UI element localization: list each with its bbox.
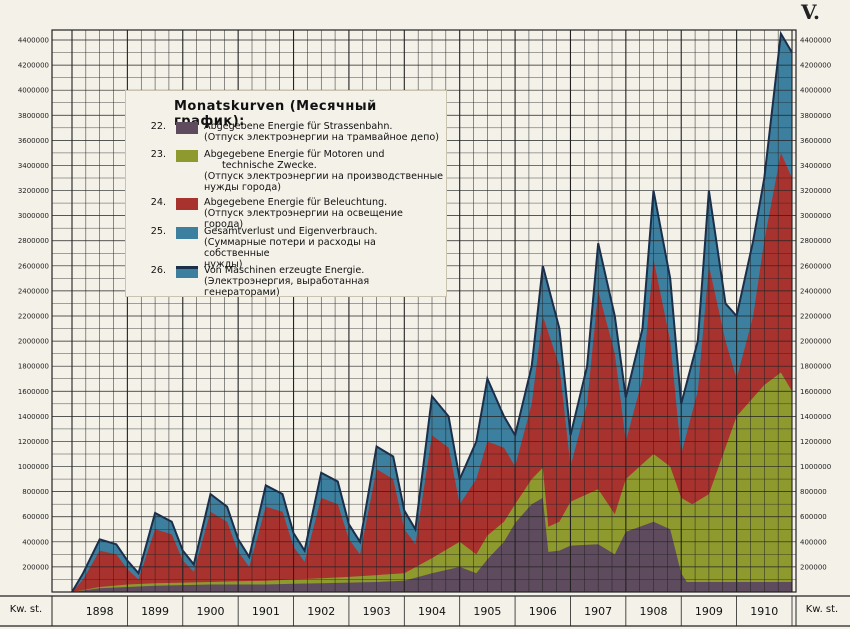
- left-y-axis: 200000 400000 600000 800000 1000000 1200000 14…: [18, 37, 49, 572]
- y-tick-label-left: 2400000: [18, 287, 49, 295]
- y-tick-label-right: 4400000: [800, 37, 831, 45]
- y-tick-label-left: 400000: [22, 538, 49, 546]
- x-tick-label: 1909: [695, 605, 723, 618]
- unit-label-left: Kw. st.: [10, 604, 43, 615]
- legend-number: 26.: [150, 265, 166, 276]
- x-tick-label: 1900: [196, 605, 224, 618]
- y-tick-label-right: 4200000: [800, 62, 831, 70]
- y-tick-label-left: 2800000: [18, 237, 49, 245]
- x-tick-label: 1899: [141, 605, 169, 618]
- right-y-axis: 200000 400000 600000 800000 1000000 1200000 14…: [800, 37, 831, 572]
- y-tick-label-left: 2600000: [18, 262, 49, 270]
- y-tick-label-left: 1200000: [18, 438, 49, 446]
- plot-frame: [51, 29, 797, 593]
- y-tick-label-right: 2200000: [800, 313, 831, 321]
- x-axis-years: 1898 1899 1900 1901 1902 1903 1904 1905 1906 1907…: [0, 595, 850, 627]
- y-tick-label-right: 2600000: [800, 262, 831, 270]
- y-tick-label-right: 1600000: [800, 388, 831, 396]
- legend-line: (Отпуск электроэнергии на производственн…: [204, 171, 444, 182]
- x-tick-label: 1902: [307, 605, 335, 618]
- y-tick-label-right: 2400000: [800, 287, 831, 295]
- legend-text: Abgegebene Energie für Beleuchtung. (Отп…: [204, 197, 444, 230]
- legend-line: technische Zwecke.: [222, 160, 317, 171]
- legend-text: Abgegebene Energie für Strassenbahn. (От…: [204, 121, 444, 143]
- line-maschinen: [71, 30, 793, 593]
- legend-box: Monatskurven (Месячный график): 22. Abge…: [125, 90, 447, 298]
- x-tick-label: 1910: [750, 605, 778, 618]
- legend-number: 25.: [150, 226, 166, 237]
- y-tick-label-right: 800000: [800, 488, 827, 496]
- legend-swatch: [176, 150, 198, 162]
- legend-text: Von Maschinen erzeugte Energie. (Электро…: [204, 265, 444, 298]
- legend-line: (Суммарные потери и расходы на собственн…: [204, 237, 376, 259]
- y-tick-label-right: 400000: [800, 538, 827, 546]
- x-tick-label: 1905: [473, 605, 501, 618]
- legend-line: нужды): [204, 259, 243, 270]
- x-tick-label: 1907: [584, 605, 612, 618]
- x-tick-label: 1903: [363, 605, 391, 618]
- y-tick-label-left: 1800000: [18, 363, 49, 371]
- legend-line: Von Maschinen erzeugte Energie.: [204, 265, 365, 276]
- y-tick-label-left: 1600000: [18, 388, 49, 396]
- legend-swatch: [176, 266, 198, 278]
- y-tick-label-left: 4400000: [18, 37, 49, 45]
- y-tick-label-left: 3400000: [18, 162, 49, 170]
- y-tick-label-left: 3200000: [18, 187, 49, 195]
- y-tick-label-right: 3200000: [800, 187, 831, 195]
- y-tick-label-left: 4200000: [18, 62, 49, 70]
- y-tick-label-left: 2200000: [18, 313, 49, 321]
- plate-label: V.: [801, 0, 820, 24]
- y-tick-label-right: 200000: [800, 563, 827, 571]
- legend-text: Gesamtverlust und Eigenverbrauch. (Сумма…: [204, 226, 444, 270]
- legend-swatch: [176, 227, 198, 239]
- y-tick-label-right: 2000000: [800, 338, 831, 346]
- legend-line: Abgegebene Energie für Beleuchtung.: [204, 197, 388, 208]
- y-tick-label-right: 3800000: [800, 112, 831, 120]
- y-tick-label-right: 1400000: [800, 413, 831, 421]
- y-tick-label-left: 1000000: [18, 463, 49, 471]
- x-tick-label: 1901: [252, 605, 280, 618]
- legend-line: Abgegebene Energie für Motoren und: [204, 149, 385, 160]
- y-tick-label-right: 2800000: [800, 237, 831, 245]
- legend-line: (Электроэнергия, выработанная генератора…: [204, 276, 370, 298]
- y-tick-label-left: 2000000: [18, 338, 49, 346]
- y-tick-label-left: 4000000: [18, 87, 49, 95]
- legend-swatch: [176, 122, 198, 134]
- y-tick-label-left: 800000: [22, 488, 49, 496]
- y-tick-label-left: 3800000: [18, 112, 49, 120]
- x-tick-label: 1898: [86, 605, 114, 618]
- y-tick-label-right: 4000000: [800, 87, 831, 95]
- x-tick-label: 1906: [529, 605, 557, 618]
- legend-line: Abgegebene Energie für Strassenbahn.: [204, 121, 393, 132]
- legend-line: нужды города): [204, 182, 281, 193]
- y-tick-label-right: 3400000: [800, 162, 831, 170]
- y-tick-label-right: 1800000: [800, 363, 831, 371]
- y-tick-label-right: 600000: [800, 513, 827, 521]
- legend-text: Abgegebene Energie für Motoren und techn…: [204, 149, 444, 193]
- legend-line: (Отпуск электроэнергии на трамвайное деп…: [204, 132, 439, 143]
- legend-line: Gesamtverlust und Eigenverbrauch.: [204, 226, 378, 237]
- legend-number: 22.: [150, 121, 166, 132]
- y-tick-label-right: 3600000: [800, 137, 831, 145]
- legend-line: (Отпуск электроэнергии на освещение горо…: [204, 208, 403, 230]
- y-tick-label-left: 1400000: [18, 413, 49, 421]
- x-tick-label: 1904: [418, 605, 446, 618]
- y-tick-label-right: 3000000: [800, 212, 831, 220]
- y-tick-label-right: 1200000: [800, 438, 831, 446]
- generated-energy-line-group: [71, 30, 793, 593]
- y-tick-label-left: 3600000: [18, 137, 49, 145]
- legend-number: 24.: [150, 197, 166, 208]
- x-tick-label: 1908: [640, 605, 668, 618]
- legend-swatch: [176, 198, 198, 210]
- y-tick-label-left: 200000: [22, 563, 49, 571]
- y-tick-label-right: 1000000: [800, 463, 831, 471]
- unit-label-right: Kw. st.: [806, 604, 839, 615]
- y-tick-label-left: 600000: [22, 513, 49, 521]
- y-tick-label-left: 3000000: [18, 212, 49, 220]
- legend-number: 23.: [150, 149, 166, 160]
